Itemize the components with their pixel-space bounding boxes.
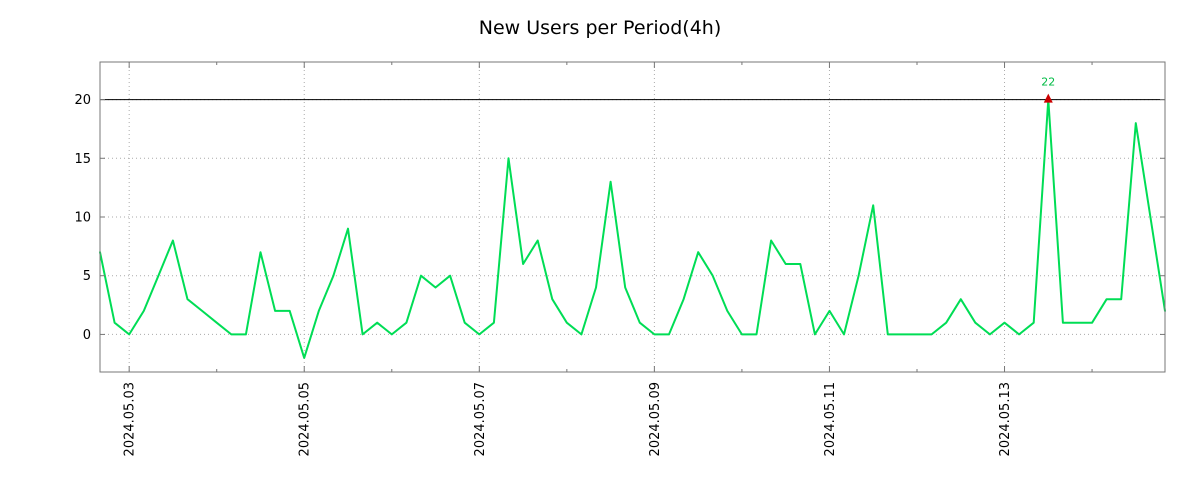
x-tick-label: 2024.05.03 (123, 382, 138, 456)
max-value-annotation: 22 (1041, 76, 1055, 89)
x-tick-label: 2024.05.09 (648, 382, 663, 456)
chart-title: New Users per Period(4h) (479, 17, 722, 39)
series-layer (99, 98, 1166, 359)
x-tick-label: 2024.05.13 (998, 382, 1013, 456)
y-tick-label: 10 (74, 211, 91, 226)
x-tick-label: 2024.05.11 (823, 382, 838, 456)
y-tick-label: 0 (83, 328, 91, 343)
y-tick-label: 15 (74, 152, 91, 167)
series-line (99, 98, 1166, 359)
x-tick-label: 2024.05.07 (473, 382, 488, 456)
axis-layer: 0 5 10 15 20 2024.05.03 2024.05.05 2024.05.07 20… (74, 61, 1166, 456)
max-marker-icon (1043, 93, 1053, 103)
grid-layer (100, 62, 1165, 372)
annotation-layer: 22 (1041, 76, 1055, 103)
y-tick-label: 5 (83, 269, 91, 284)
x-tick-label: 2024.05.05 (298, 382, 313, 456)
y-tick-label: 20 (74, 93, 91, 108)
